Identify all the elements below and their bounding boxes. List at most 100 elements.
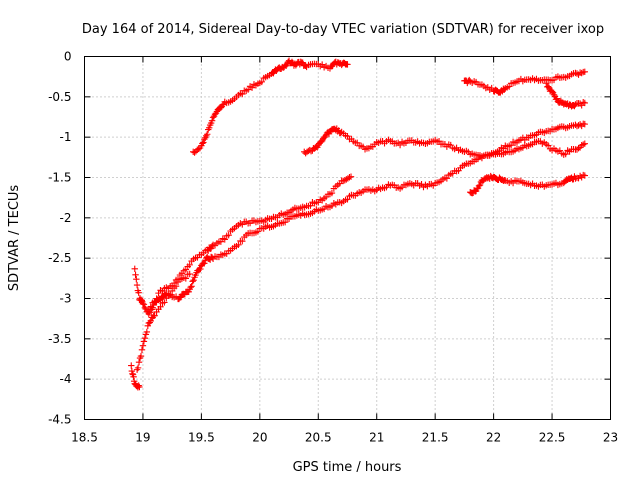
- series-arc-7: [467, 171, 588, 197]
- x-tick-label: 20.5: [305, 431, 332, 445]
- data-point: [328, 189, 336, 197]
- data-points: [128, 57, 588, 391]
- data-point: [507, 141, 515, 149]
- series-arc-5: [128, 362, 143, 391]
- data-point: [476, 181, 484, 189]
- data-point: [182, 275, 190, 282]
- data-point: [346, 174, 353, 181]
- data-point: [203, 132, 210, 140]
- data-point: [134, 364, 142, 372]
- data-point: [302, 62, 309, 69]
- data-point: [138, 297, 145, 304]
- data-point: [475, 182, 483, 190]
- data-point: [543, 80, 550, 87]
- data-point: [235, 241, 242, 248]
- data-point: [244, 86, 252, 93]
- data-point: [544, 83, 552, 90]
- y-tick-label: -2.5: [48, 251, 71, 265]
- data-point: [189, 278, 196, 285]
- data-point: [201, 260, 208, 267]
- data-point: [199, 140, 206, 147]
- data-point: [191, 149, 198, 156]
- data-point: [562, 150, 569, 158]
- data-point: [200, 139, 207, 146]
- data-point: [133, 275, 140, 283]
- data-point: [138, 346, 146, 353]
- grid-lines: [84, 56, 611, 420]
- y-tick-label: -4.5: [48, 413, 71, 427]
- data-point: [553, 95, 561, 102]
- data-point: [141, 304, 149, 311]
- plot-frame: [84, 56, 611, 420]
- data-point: [443, 175, 451, 182]
- data-point: [132, 271, 139, 279]
- data-point: [145, 310, 152, 318]
- data-point: [187, 284, 194, 291]
- data-point: [307, 202, 314, 209]
- data-point: [580, 99, 587, 106]
- data-point: [581, 99, 588, 107]
- data-point: [151, 312, 158, 319]
- data-point: [575, 144, 582, 152]
- data-point: [578, 142, 585, 149]
- data-point: [140, 301, 148, 308]
- x-tick-label: 23: [603, 431, 618, 445]
- x-tick-label: 20: [252, 431, 267, 445]
- data-point: [135, 359, 143, 366]
- data-point: [239, 90, 246, 98]
- data-point: [248, 84, 256, 91]
- x-tick-label: 19.5: [188, 431, 215, 445]
- data-point: [157, 303, 164, 311]
- data-point: [135, 289, 142, 296]
- data-point: [347, 173, 355, 180]
- data-point: [344, 61, 351, 68]
- data-point: [205, 124, 213, 132]
- y-tick-label: 0: [64, 50, 72, 64]
- data-point: [140, 338, 148, 345]
- x-tick-label: 19: [135, 431, 150, 445]
- data-point: [130, 373, 137, 381]
- x-tick-label: 22.5: [539, 431, 566, 445]
- data-point: [128, 362, 135, 369]
- data-point: [186, 270, 193, 278]
- series-arc-8: [461, 68, 588, 96]
- data-point: [209, 114, 217, 121]
- data-point: [581, 68, 588, 75]
- data-point: [131, 265, 138, 272]
- x-tick-label: 22: [486, 431, 501, 445]
- data-point: [128, 367, 136, 375]
- data-point: [147, 317, 154, 325]
- data-point: [581, 120, 588, 128]
- data-point: [136, 383, 143, 391]
- axis-ticks: [84, 56, 611, 420]
- data-point: [143, 328, 151, 336]
- y-tick-label: -1: [60, 130, 72, 144]
- x-tick-labels: 18.5 19 19.5 20 20.5 21 21.5 22 22.5 23: [71, 431, 618, 445]
- data-point: [337, 129, 344, 137]
- x-axis-label: GPS time / hours: [293, 460, 402, 475]
- data-point: [576, 100, 584, 107]
- data-point: [572, 101, 579, 108]
- data-point: [344, 196, 351, 203]
- data-point: [172, 283, 180, 290]
- data-point: [195, 145, 202, 153]
- y-tick-label: -0.5: [48, 90, 71, 104]
- data-point: [167, 291, 174, 298]
- series-arc-4: [131, 120, 588, 318]
- x-tick-label: 18.5: [71, 431, 98, 445]
- data-point: [186, 261, 193, 269]
- data-point: [204, 131, 211, 138]
- data-point: [548, 88, 556, 95]
- data-point: [201, 135, 208, 143]
- data-point: [221, 236, 228, 243]
- x-tick-label: 21: [369, 431, 384, 445]
- data-point: [239, 237, 246, 245]
- data-point: [208, 242, 216, 250]
- data-point: [318, 138, 325, 146]
- series-arc-6: [133, 270, 193, 373]
- x-tick-label: 21.5: [422, 431, 449, 445]
- data-point: [135, 382, 142, 389]
- y-tick-label: -1.5: [48, 171, 71, 185]
- data-point: [141, 334, 149, 342]
